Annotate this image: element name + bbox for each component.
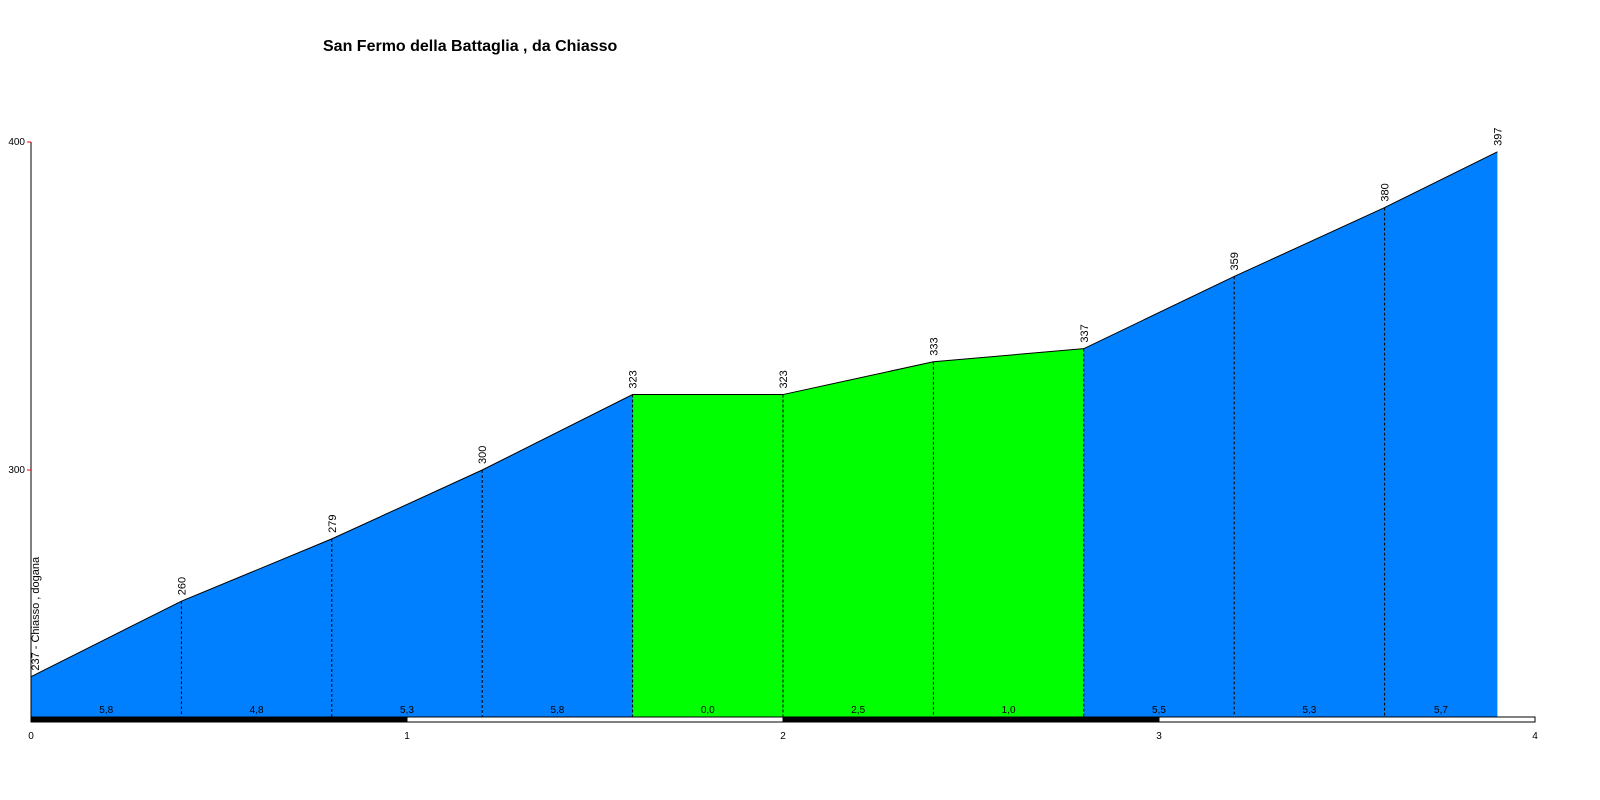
gradient-label-2: 5,3 <box>400 705 414 716</box>
elevation-label-9: 380 <box>1380 183 1392 201</box>
gradient-label-1: 4,8 <box>250 705 264 716</box>
elevation-label-6: 333 <box>928 337 940 355</box>
segment-area-4 <box>632 394 783 717</box>
gradient-label-5: 2,5 <box>851 705 865 716</box>
x-tick-label-2: 2 <box>780 731 786 742</box>
segment-area-3 <box>482 394 633 717</box>
segment-area-9 <box>1384 151 1498 718</box>
elevation-label-3: 300 <box>477 446 489 464</box>
distance-band-1 <box>406 716 784 723</box>
elevation-label-7: 337 <box>1079 324 1091 342</box>
gradient-label-8: 5,3 <box>1302 705 1316 716</box>
segment-area-6 <box>933 348 1084 717</box>
elevation-label-2: 279 <box>327 515 339 533</box>
gradient-label-3: 5,8 <box>550 705 564 716</box>
gradient-label-6: 1,0 <box>1002 705 1016 716</box>
elevation-label-5: 323 <box>778 370 790 388</box>
distance-band-0 <box>30 716 408 723</box>
segment-area-0 <box>31 601 182 717</box>
segment-area-8 <box>1234 207 1385 717</box>
segment-area-7 <box>1083 276 1235 717</box>
y-tick-label-300: 300 <box>8 465 25 476</box>
elevation-label-8: 359 <box>1229 252 1241 270</box>
elevation-label-4: 323 <box>628 370 640 388</box>
gradient-label-7: 5,5 <box>1152 705 1166 716</box>
segment-area-2 <box>331 470 483 717</box>
elevation-label-10: 397 <box>1492 127 1504 145</box>
x-tick-label-0: 0 <box>28 731 34 742</box>
y-tick-label-400: 400 <box>8 137 25 148</box>
segment-area-1 <box>181 538 332 717</box>
distance-band-3 <box>1158 716 1536 723</box>
x-tick-label-1: 1 <box>404 731 410 742</box>
segment-area-5 <box>783 361 934 717</box>
gradient-label-9: 5,7 <box>1434 705 1448 716</box>
elevation-label-1: 260 <box>176 577 188 595</box>
start-label: 237 - Chiasso , dogana <box>30 556 42 671</box>
chart-title: San Fermo della Battaglia , da Chiasso <box>323 38 618 55</box>
x-tick-label-3: 3 <box>1156 731 1162 742</box>
gradient-label-0: 5,8 <box>99 705 113 716</box>
distance-band-2 <box>782 716 1160 723</box>
gradient-label-4: 0,0 <box>701 705 715 716</box>
x-tick-label-4: 4 <box>1532 731 1538 742</box>
